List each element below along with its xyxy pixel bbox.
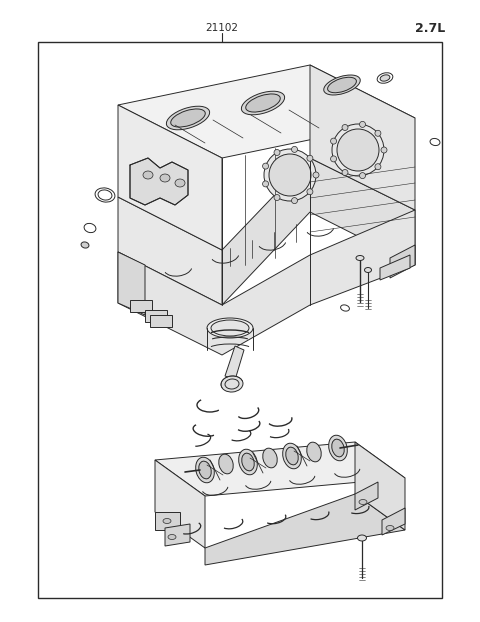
Polygon shape	[155, 442, 405, 496]
Ellipse shape	[375, 164, 381, 170]
Text: 2.7L: 2.7L	[415, 22, 445, 34]
Polygon shape	[205, 494, 405, 565]
Ellipse shape	[219, 454, 233, 474]
Ellipse shape	[175, 179, 185, 187]
Ellipse shape	[246, 94, 280, 112]
Ellipse shape	[274, 149, 280, 156]
Ellipse shape	[221, 376, 243, 392]
Ellipse shape	[160, 174, 170, 182]
Ellipse shape	[337, 129, 379, 171]
Ellipse shape	[356, 256, 364, 261]
Ellipse shape	[342, 124, 348, 131]
Polygon shape	[38, 42, 442, 598]
Ellipse shape	[264, 149, 316, 201]
Polygon shape	[310, 65, 415, 210]
Polygon shape	[145, 310, 167, 322]
Ellipse shape	[269, 154, 311, 196]
Ellipse shape	[167, 106, 210, 130]
Ellipse shape	[242, 453, 254, 471]
Polygon shape	[130, 300, 152, 312]
Polygon shape	[130, 158, 188, 205]
Polygon shape	[118, 105, 222, 250]
Polygon shape	[155, 460, 205, 548]
Ellipse shape	[163, 519, 171, 524]
Ellipse shape	[291, 198, 298, 203]
Ellipse shape	[171, 109, 205, 127]
Ellipse shape	[331, 156, 336, 162]
Ellipse shape	[274, 195, 280, 200]
Ellipse shape	[263, 163, 269, 169]
Ellipse shape	[291, 146, 298, 152]
Polygon shape	[150, 315, 172, 327]
Ellipse shape	[283, 443, 301, 469]
Ellipse shape	[143, 171, 153, 179]
Polygon shape	[380, 255, 410, 280]
Polygon shape	[355, 482, 378, 510]
Polygon shape	[118, 252, 145, 315]
Ellipse shape	[358, 535, 367, 541]
Ellipse shape	[360, 121, 365, 128]
Polygon shape	[165, 524, 190, 546]
Ellipse shape	[307, 156, 313, 161]
Ellipse shape	[239, 449, 257, 475]
Ellipse shape	[375, 130, 381, 136]
Polygon shape	[118, 197, 222, 305]
Polygon shape	[155, 512, 180, 530]
Ellipse shape	[332, 124, 384, 176]
Ellipse shape	[168, 534, 176, 539]
Ellipse shape	[263, 181, 269, 187]
Ellipse shape	[196, 457, 215, 483]
Ellipse shape	[307, 188, 313, 195]
Polygon shape	[118, 210, 415, 355]
Ellipse shape	[241, 91, 285, 115]
Ellipse shape	[324, 75, 360, 95]
Ellipse shape	[386, 526, 394, 531]
Ellipse shape	[381, 147, 387, 153]
Ellipse shape	[327, 77, 357, 93]
Polygon shape	[390, 245, 415, 278]
Ellipse shape	[342, 170, 348, 175]
Ellipse shape	[313, 172, 319, 178]
Ellipse shape	[286, 447, 298, 465]
Text: 21102: 21102	[205, 23, 239, 33]
Polygon shape	[222, 158, 415, 305]
Ellipse shape	[207, 318, 253, 338]
Ellipse shape	[199, 461, 211, 479]
Polygon shape	[225, 346, 244, 380]
Ellipse shape	[329, 435, 348, 461]
Polygon shape	[355, 442, 405, 530]
Ellipse shape	[263, 448, 277, 468]
Ellipse shape	[81, 242, 89, 248]
Ellipse shape	[211, 320, 249, 336]
Ellipse shape	[380, 75, 390, 81]
Ellipse shape	[331, 138, 336, 144]
Ellipse shape	[359, 499, 367, 504]
Polygon shape	[382, 508, 405, 535]
Ellipse shape	[332, 439, 344, 457]
Ellipse shape	[307, 442, 321, 462]
Polygon shape	[118, 65, 415, 158]
Ellipse shape	[360, 173, 365, 179]
Ellipse shape	[364, 267, 372, 272]
